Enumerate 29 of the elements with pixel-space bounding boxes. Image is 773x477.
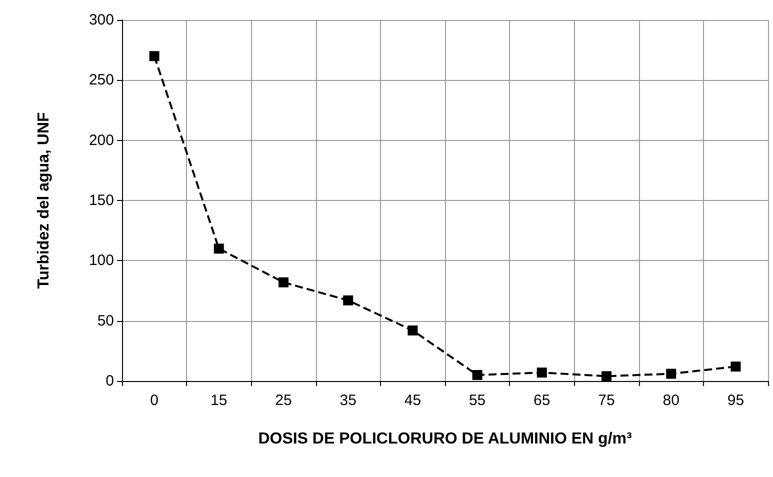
- y-tick-label: 100: [88, 252, 114, 270]
- x-tick-label: 15: [210, 392, 228, 409]
- point: [343, 295, 354, 306]
- point: [602, 371, 612, 382]
- x-tick-label: 75: [598, 392, 615, 409]
- point: [214, 244, 224, 254]
- x-tick-label: 65: [534, 392, 550, 409]
- x-tick-label: 0: [150, 392, 158, 409]
- y-tick-label: 0: [106, 372, 114, 390]
- point: [472, 370, 482, 380]
- x-tick-label: 25: [275, 392, 292, 409]
- point: [536, 368, 547, 378]
- y-axis-title: Turbidez del agua, UNF: [36, 112, 52, 289]
- x-axis-title: DOSIS DE POLICLORURO DE ALUMINIO EN g/m³: [258, 430, 632, 448]
- point: [408, 325, 418, 336]
- x-tick-label: 45: [404, 392, 422, 409]
- point: [278, 277, 288, 288]
- y-tick-label: 250: [88, 72, 114, 89]
- x-tick-label: 80: [662, 392, 680, 409]
- x-tick-label: 35: [340, 392, 356, 409]
- point: [666, 368, 676, 379]
- y-tick-label: 200: [88, 132, 114, 149]
- x-tick-label: 95: [727, 392, 744, 409]
- point: [730, 362, 741, 372]
- y-tick-label: 300: [88, 12, 114, 28]
- point: [149, 51, 160, 62]
- x-tick-label: 55: [468, 392, 486, 409]
- y-tick-label: 50: [97, 312, 114, 330]
- y-tick-label: 150: [88, 192, 114, 209]
